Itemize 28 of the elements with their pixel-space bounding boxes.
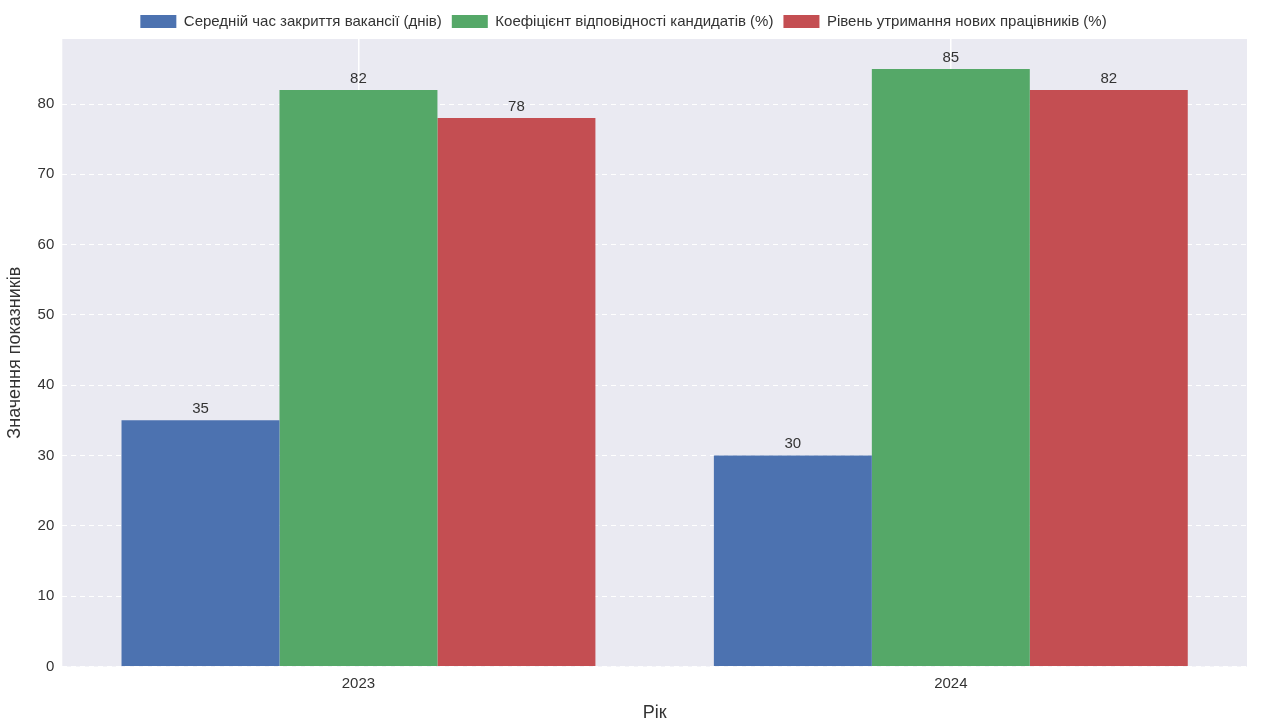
y-tick-label: 30 bbox=[37, 445, 55, 463]
y-axis-title: Значення показників bbox=[3, 266, 24, 439]
data-label: 35 bbox=[192, 399, 209, 416]
y-tick-label: 10 bbox=[37, 586, 55, 604]
x-tick-label: 2024 bbox=[934, 673, 968, 691]
y-tick-label: 60 bbox=[37, 234, 55, 252]
data-label: 82 bbox=[1100, 68, 1118, 86]
bar bbox=[121, 420, 280, 666]
legend-label: Коефіцієнт відповідності кандидатів (%) bbox=[495, 11, 774, 29]
y-tick-label: 40 bbox=[37, 375, 55, 393]
bar bbox=[279, 89, 438, 666]
y-tick-label: 20 bbox=[37, 515, 55, 533]
legend-label: Рівень утримання нових працівників (%) bbox=[826, 11, 1107, 29]
x-axis-title: Рік bbox=[642, 702, 667, 723]
y-tick-label: 70 bbox=[37, 164, 55, 182]
y-tick-label: 0 bbox=[45, 656, 55, 674]
data-label: 30 bbox=[784, 434, 802, 452]
bar bbox=[1029, 89, 1188, 666]
x-tick-label: 2023 bbox=[341, 673, 376, 691]
data-label: 82 bbox=[350, 68, 367, 86]
y-tick-label: 80 bbox=[37, 94, 55, 112]
bar bbox=[713, 455, 872, 666]
legend-label: Середній час закриття вакансії (днів) bbox=[183, 11, 442, 29]
data-label: 78 bbox=[508, 96, 525, 114]
y-tick-label: 50 bbox=[37, 305, 55, 323]
bar bbox=[871, 68, 1030, 666]
bar bbox=[437, 118, 596, 666]
data-label: 85 bbox=[942, 47, 960, 65]
